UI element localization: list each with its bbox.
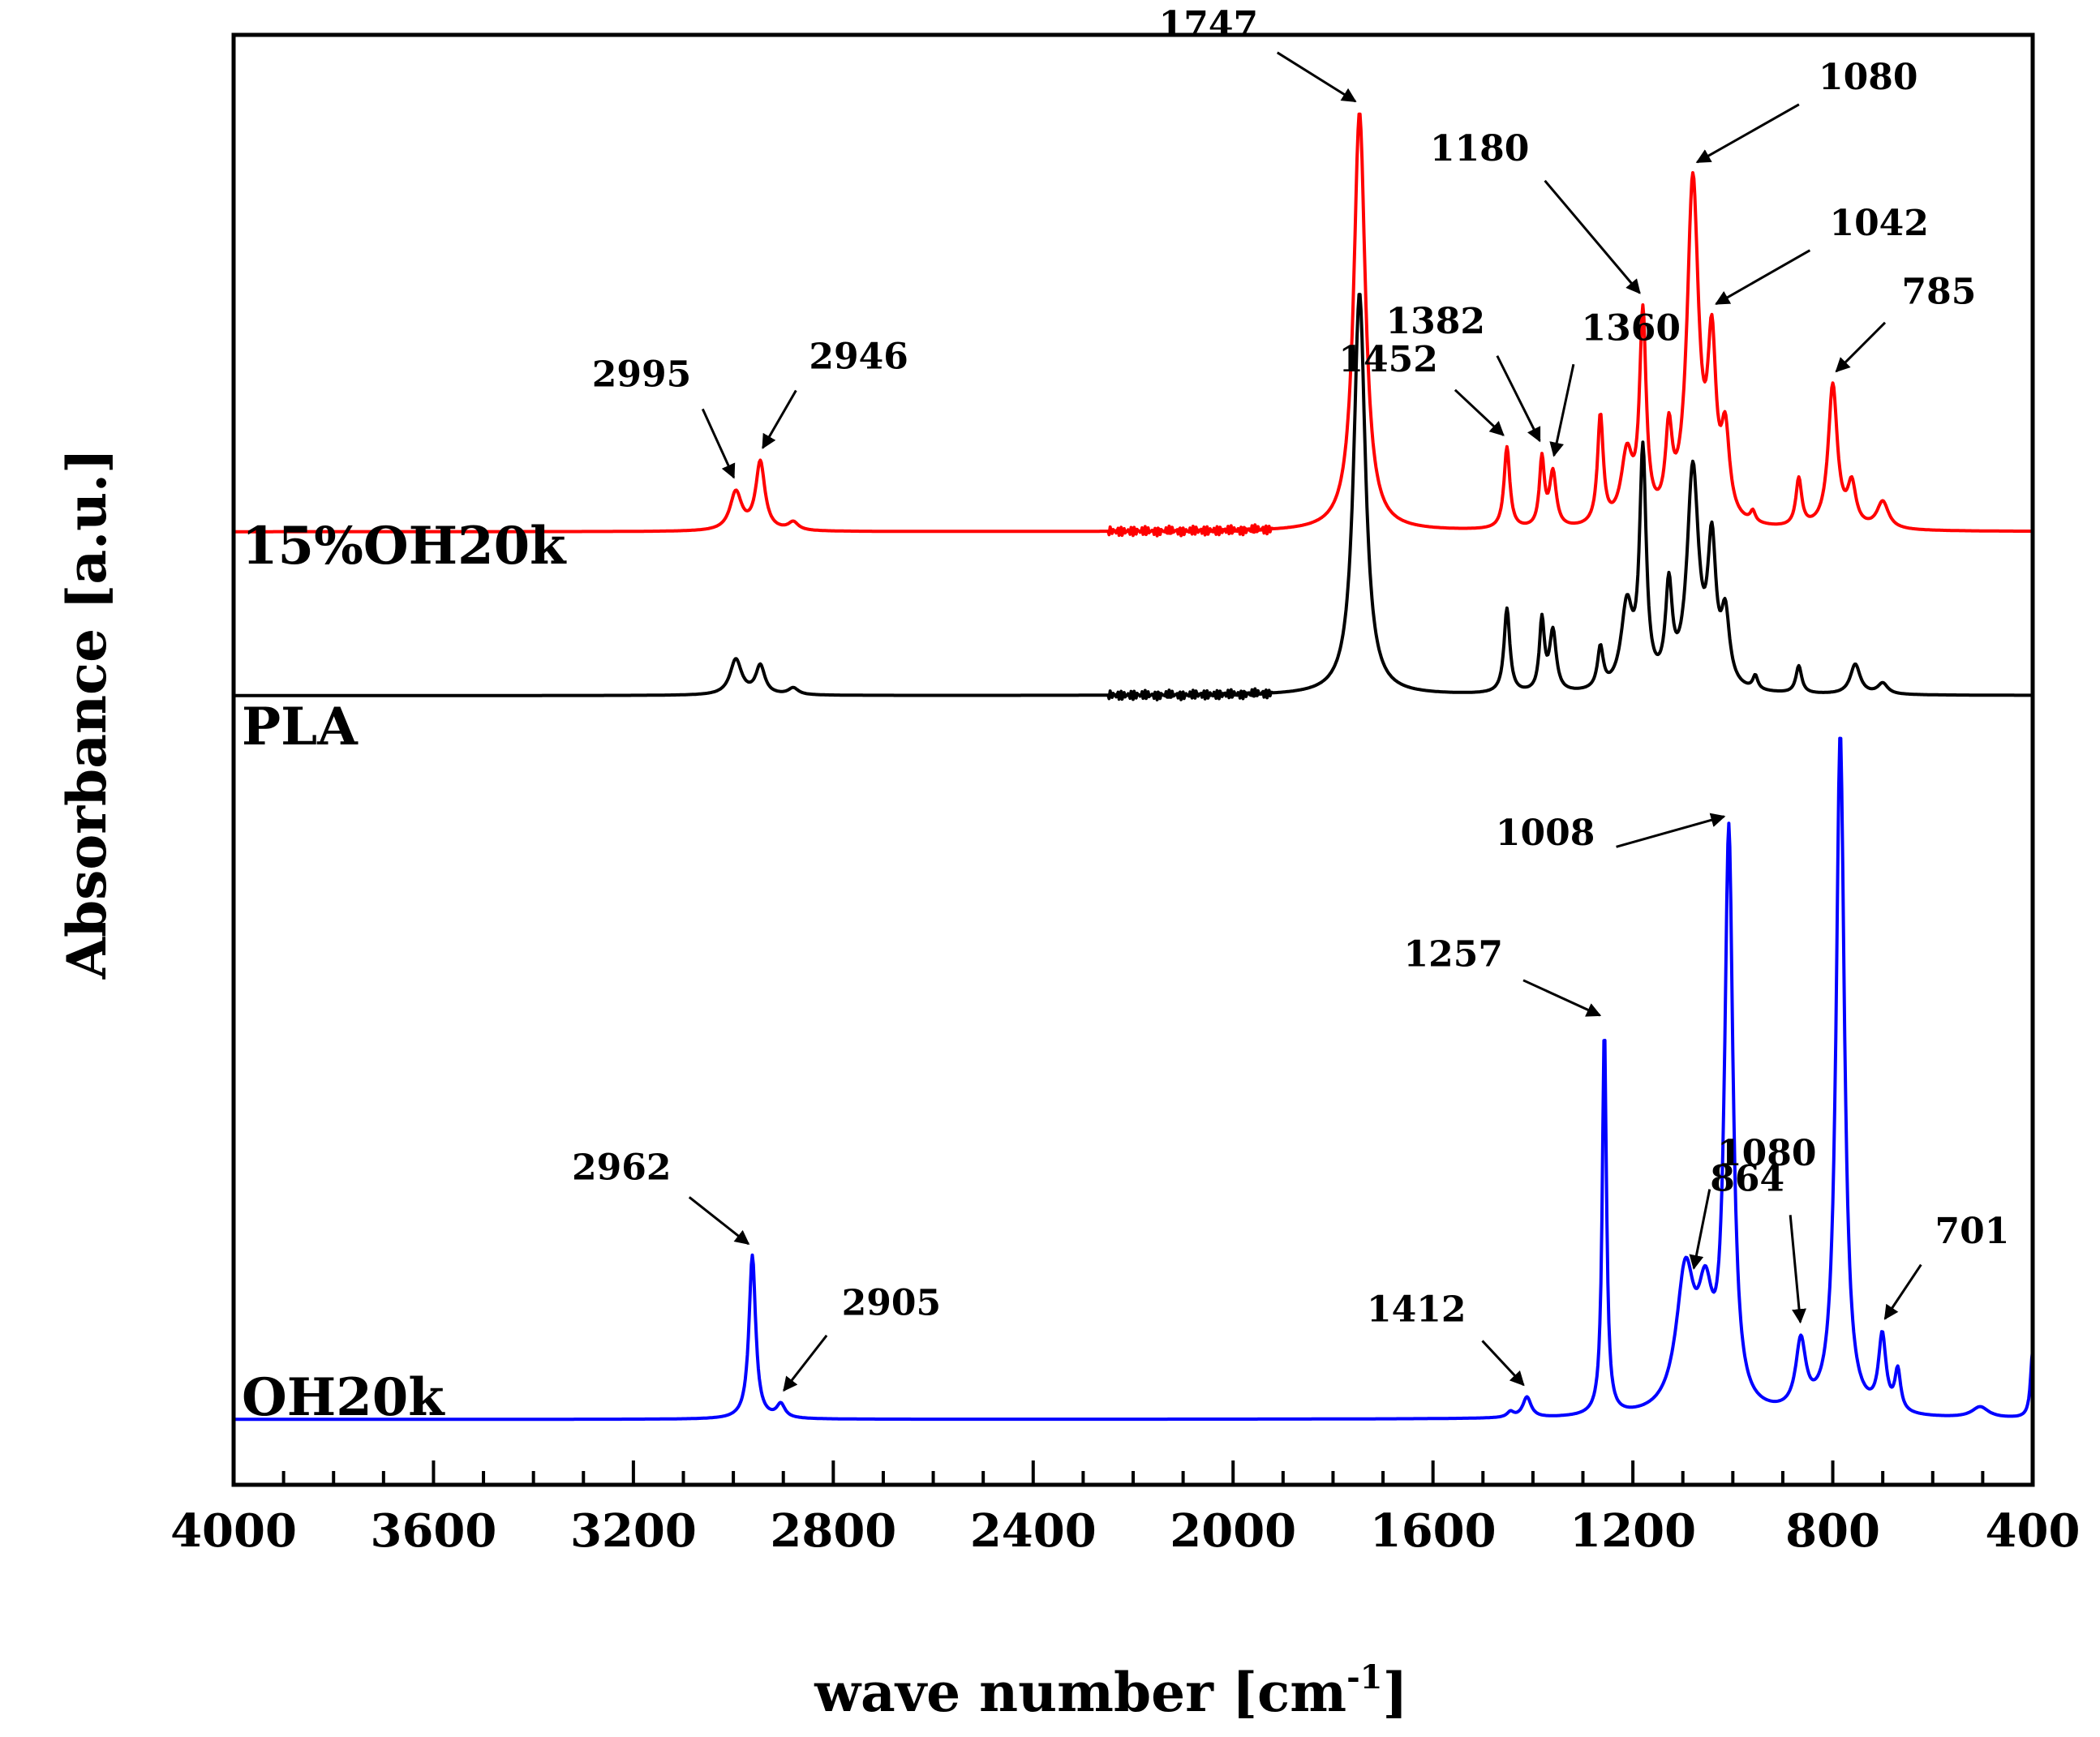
annotation-label: 1080 [1717, 1133, 1816, 1174]
annotation-label: 1042 [1829, 203, 1928, 244]
annotation-arrow [1454, 388, 1505, 436]
series-line-oh20k [233, 736, 2034, 1422]
annotation-label: 2905 [842, 1282, 941, 1323]
x-tick-label: 1600 [1370, 1504, 1497, 1558]
annotation-arrow [1883, 1263, 1922, 1320]
annotation-arrow [1549, 363, 1575, 457]
annotation-label: 1747 [1159, 4, 1258, 45]
x-tick-label: 4000 [170, 1504, 297, 1558]
annotation-arrow [1789, 1215, 1807, 1324]
x-tick-label: 3200 [570, 1504, 697, 1558]
annotation-arrow [1616, 813, 1726, 848]
x-tick-label: 800 [1785, 1504, 1880, 1558]
annotation-label: 701 [1935, 1211, 2010, 1252]
x-tick-label: 400 [1986, 1504, 2081, 1558]
annotation-arrow [783, 1334, 828, 1392]
annotation-arrow [701, 408, 736, 479]
x-tick-label: 3600 [371, 1504, 497, 1558]
annotation-label: 1008 [1496, 813, 1595, 854]
annotation-arrow [1544, 179, 1641, 294]
annotation-arrow [1715, 249, 1811, 306]
annotation-label: 1412 [1367, 1289, 1466, 1330]
annotation-label: 1452 [1338, 339, 1437, 380]
x-axis-title: wave number [cm-1] [814, 1658, 1408, 1724]
annotation-arrow [1835, 321, 1887, 373]
label-oh20k: OH20k [242, 1367, 445, 1428]
series-line-15-oh20k [233, 112, 2033, 538]
annotation-label: 1360 [1582, 308, 1681, 350]
annotation-label: 1382 [1386, 301, 1485, 342]
x-tick-label: 2400 [970, 1504, 1097, 1558]
y-axis-title: Absorbance [a.u.] [55, 448, 118, 980]
label-pla: PLA [242, 697, 359, 757]
annotation-arrow [1276, 51, 1357, 103]
annotation-label: 864 [1710, 1158, 1784, 1199]
x-tick-label: 2000 [1170, 1504, 1296, 1558]
annotation-arrow [1481, 1340, 1525, 1387]
annotation-arrow [1522, 979, 1602, 1017]
x-axis-title-main: wave number [cm [814, 1661, 1346, 1724]
annotation-label: 2995 [592, 354, 691, 395]
annotation-arrow [1695, 103, 1800, 164]
annotation-arrow [1689, 1189, 1711, 1270]
plot-frame [231, 32, 2035, 1487]
annotation-label: 785 [1902, 271, 1977, 312]
annotation-label: 1257 [1404, 934, 1503, 976]
annotation-label: 2962 [572, 1147, 671, 1189]
tick-layer: 4000 3600 3200 2800 2400 2000 1600 1200 800 400 [170, 1460, 2080, 1558]
annotation-label: 1080 [1819, 57, 1917, 98]
x-axis-title-superscript: -1 [1346, 1658, 1382, 1696]
annotation-arrow [1496, 355, 1541, 443]
x-tick-label: 1200 [1570, 1504, 1696, 1558]
series-layer [233, 112, 2034, 1422]
x-axis-title-end: ] [1383, 1661, 1408, 1724]
annotation-label: 2946 [809, 337, 908, 378]
annotation-arrow [762, 389, 797, 449]
annotation-label: 1180 [1430, 128, 1529, 169]
x-tick-label: 2800 [770, 1504, 896, 1558]
label-15pct-oh20k: 15%OH20k [242, 516, 567, 577]
annotation-arrow [688, 1196, 750, 1246]
series-line-pla [233, 293, 2033, 701]
